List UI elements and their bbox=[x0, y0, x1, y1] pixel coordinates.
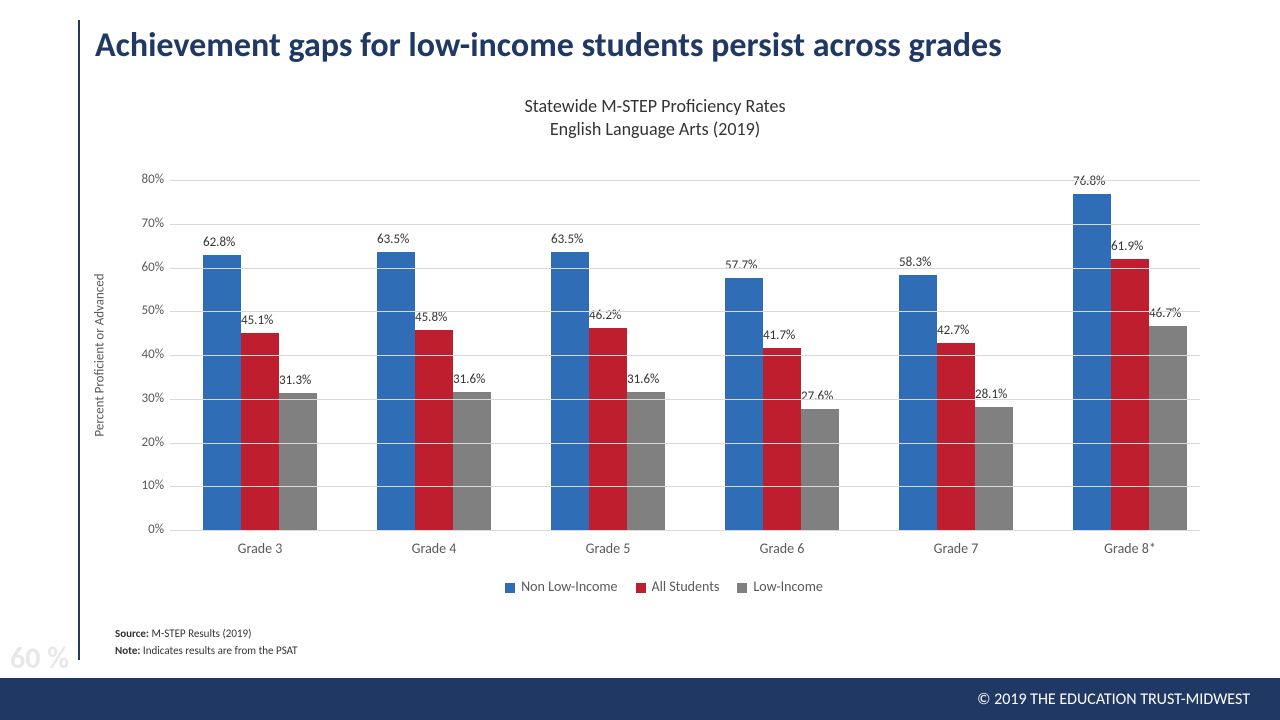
bar-value-label: 63.5% bbox=[551, 232, 611, 247]
y-tick-label: 60% bbox=[130, 260, 164, 275]
bar-value-label: 76.8% bbox=[1073, 174, 1133, 189]
bar bbox=[551, 252, 589, 530]
legend-label: Low-Income bbox=[753, 578, 822, 595]
bar bbox=[975, 407, 1013, 530]
bar bbox=[1111, 259, 1149, 530]
bar-value-label: 63.5% bbox=[377, 232, 437, 247]
chart-plot-area: 62.8%45.1%31.3%63.5%45.8%31.6%63.5%46.2%… bbox=[170, 180, 1200, 530]
bar bbox=[453, 392, 491, 530]
gridline bbox=[170, 486, 1200, 487]
y-tick-label: 0% bbox=[130, 522, 164, 537]
y-tick-label: 40% bbox=[130, 347, 164, 362]
bar bbox=[899, 275, 937, 530]
bar bbox=[725, 278, 763, 530]
source-notes: Source: M-STEP Results (2019) Note: Indi… bbox=[115, 626, 298, 659]
bar-value-label: 57.7% bbox=[725, 258, 785, 273]
legend: Non Low-Income All Students Low-Income bbox=[95, 578, 1215, 595]
y-tick-label: 30% bbox=[130, 391, 164, 406]
page-title: Achievement gaps for low-income students… bbox=[95, 25, 1002, 66]
category-label: Grade 6 bbox=[702, 540, 862, 557]
bar bbox=[1149, 326, 1187, 530]
bar-value-label: 62.8% bbox=[203, 235, 263, 250]
bar-value-label: 31.6% bbox=[627, 372, 687, 387]
category-label: Grade 5 bbox=[528, 540, 688, 557]
bar bbox=[763, 348, 801, 530]
gridline bbox=[170, 530, 1200, 531]
legend-label: Non Low-Income bbox=[521, 578, 617, 595]
subtitle-line2: English Language Arts (2019) bbox=[550, 118, 760, 140]
note-label: Note: bbox=[115, 644, 140, 657]
gridline bbox=[170, 443, 1200, 444]
category-label: Grade 7 bbox=[876, 540, 1036, 557]
bar-value-label: 31.6% bbox=[453, 372, 513, 387]
bar bbox=[589, 328, 627, 530]
gridline bbox=[170, 180, 1200, 181]
ghost-text: 60 % bbox=[10, 640, 69, 677]
source-label: Source: bbox=[115, 627, 149, 640]
bar-value-label: 41.7% bbox=[763, 328, 823, 343]
y-tick-label: 20% bbox=[130, 435, 164, 450]
bar bbox=[203, 255, 241, 530]
bar-value-label: 46.7% bbox=[1149, 306, 1209, 321]
bar-value-label: 42.7% bbox=[937, 323, 997, 338]
gridline bbox=[170, 268, 1200, 269]
bar bbox=[377, 252, 415, 530]
chart-subtitle: Statewide M-STEP Proficiency Rates Engli… bbox=[95, 95, 1215, 142]
slide: 60 % Achievement gaps for low-income stu… bbox=[0, 0, 1280, 720]
gridline bbox=[170, 355, 1200, 356]
bar-value-label: 31.3% bbox=[279, 373, 339, 388]
category-label: Grade 8* bbox=[1050, 540, 1210, 557]
left-divider bbox=[78, 20, 80, 660]
bar bbox=[279, 393, 317, 530]
bar bbox=[241, 333, 279, 530]
source-text: M-STEP Results (2019) bbox=[151, 627, 251, 640]
footer-text: © 2019 THE EDUCATION TRUST-MIDWEST bbox=[977, 690, 1250, 709]
bar bbox=[415, 330, 453, 530]
y-tick-label: 10% bbox=[130, 478, 164, 493]
bar bbox=[627, 392, 665, 530]
gridline bbox=[170, 224, 1200, 225]
gridline bbox=[170, 399, 1200, 400]
bar-value-label: 28.1% bbox=[975, 387, 1035, 402]
legend-label: All Students bbox=[652, 578, 720, 595]
bar bbox=[937, 343, 975, 530]
y-tick-label: 50% bbox=[130, 303, 164, 318]
legend-swatch bbox=[737, 583, 747, 593]
category-label: Grade 4 bbox=[354, 540, 514, 557]
note-text: Indicates results are from the PSAT bbox=[143, 644, 298, 657]
footer-bar: © 2019 THE EDUCATION TRUST-MIDWEST bbox=[0, 678, 1280, 720]
y-tick-label: 70% bbox=[130, 216, 164, 231]
y-tick-label: 80% bbox=[130, 172, 164, 187]
legend-swatch bbox=[505, 583, 515, 593]
bar bbox=[801, 409, 839, 530]
y-axis-label: Percent Proficient or Advanced bbox=[93, 273, 108, 436]
bar bbox=[1073, 194, 1111, 530]
category-label: Grade 3 bbox=[180, 540, 340, 557]
bar-value-label: 45.1% bbox=[241, 313, 301, 328]
legend-swatch bbox=[636, 583, 646, 593]
subtitle-line1: Statewide M-STEP Proficiency Rates bbox=[524, 95, 785, 117]
bar-value-label: 46.2% bbox=[589, 308, 649, 323]
bar-value-label: 61.9% bbox=[1111, 239, 1171, 254]
bar-value-label: 27.6% bbox=[801, 389, 861, 404]
gridline bbox=[170, 311, 1200, 312]
